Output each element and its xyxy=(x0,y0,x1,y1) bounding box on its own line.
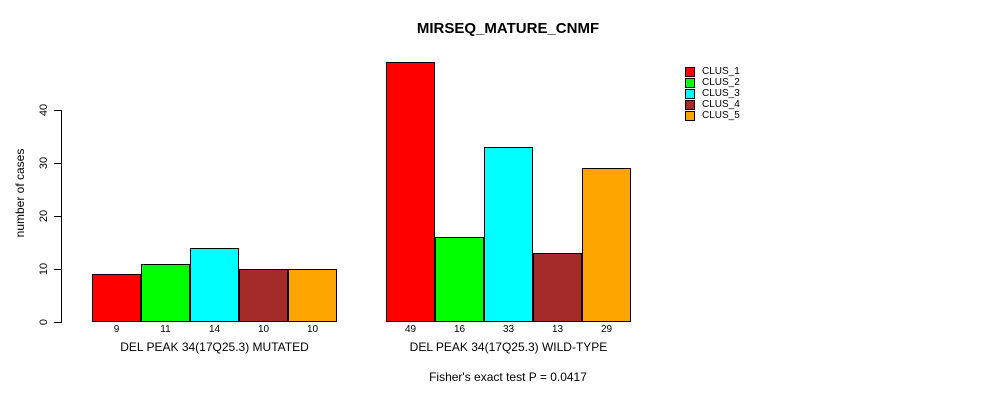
bar-value-label: 33 xyxy=(502,324,515,335)
legend-swatch-clus-2 xyxy=(685,78,695,88)
chart-title: MIRSEQ_MATURE_CNMF xyxy=(416,20,600,37)
bar-clus-5-mutated xyxy=(288,269,337,322)
legend-swatch-clus-5 xyxy=(685,111,695,121)
y-axis-line xyxy=(61,110,62,323)
bar-value-label: 11 xyxy=(160,324,171,335)
y-axis-tick-label: 20 xyxy=(38,209,50,223)
legend-label: CLUS_2 xyxy=(702,77,740,88)
group-label-wild-type: DEL PEAK 34(17Q25.3) WILD-TYPE xyxy=(409,340,608,354)
bar-clus-5-wild-type xyxy=(582,168,631,322)
bar-value-label: 10 xyxy=(257,324,270,335)
bar-clus-4-mutated xyxy=(239,269,288,322)
group-label-mutated: DEL PEAK 34(17Q25.3) MUTATED xyxy=(120,340,309,354)
legend-label: CLUS_1 xyxy=(702,66,740,77)
bar-clus-2-mutated xyxy=(141,264,190,322)
bar-value-label: 16 xyxy=(453,324,466,335)
fisher-test-annotation: Fisher's exact test P = 0.0417 xyxy=(429,370,587,384)
y-axis-tick xyxy=(54,110,61,111)
y-axis-tick xyxy=(54,163,61,164)
bar-clus-3-mutated xyxy=(190,248,239,322)
bar-value-label: 49 xyxy=(404,324,417,335)
y-axis-tick xyxy=(54,269,61,270)
bar-value-label: 10 xyxy=(306,324,319,335)
y-axis-tick xyxy=(54,322,61,323)
bar-clus-4-wild-type xyxy=(533,253,582,322)
y-axis-tick xyxy=(54,216,61,217)
bar-value-label: 9 xyxy=(113,324,120,335)
bar-clus-2-wild-type xyxy=(435,237,484,322)
legend-label: CLUS_4 xyxy=(702,99,740,110)
legend-swatch-clus-4 xyxy=(685,100,695,110)
legend-label: CLUS_5 xyxy=(702,110,740,121)
bar-clus-1-wild-type xyxy=(386,62,435,322)
bar-clus-3-wild-type xyxy=(484,147,533,322)
legend-label: CLUS_3 xyxy=(702,88,740,99)
y-axis-tick-label: 0 xyxy=(38,318,50,326)
y-axis-tick-label: 30 xyxy=(38,156,50,170)
bar-value-label: 13 xyxy=(551,324,564,335)
legend-swatch-clus-1 xyxy=(685,67,695,77)
bar-clus-1-mutated xyxy=(92,274,141,322)
bar-value-label: 29 xyxy=(600,324,613,335)
y-axis-tick-label: 40 xyxy=(38,103,50,117)
legend-swatch-clus-3 xyxy=(685,89,695,99)
bar-value-label: 14 xyxy=(208,324,221,335)
y-axis-tick-label: 10 xyxy=(38,262,50,276)
y-axis-label: number of cases xyxy=(13,148,27,238)
